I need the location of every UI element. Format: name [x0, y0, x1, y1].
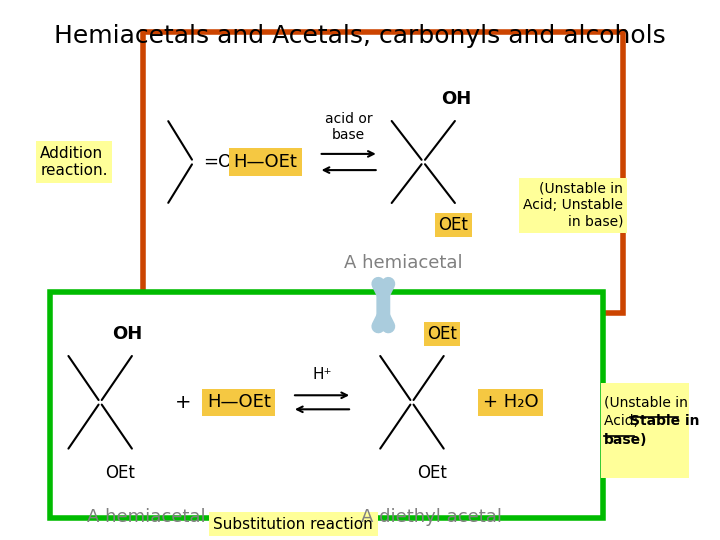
- Bar: [50, 292, 603, 518]
- Text: =O: =O: [204, 153, 233, 171]
- Text: H—OEt: H—OEt: [207, 393, 271, 411]
- Bar: [143, 32, 624, 313]
- Text: OEt: OEt: [427, 325, 457, 343]
- Text: +: +: [175, 393, 192, 412]
- Text: (Unstable in: (Unstable in: [604, 395, 688, 409]
- Text: H—OEt: H—OEt: [233, 153, 297, 171]
- Text: acid or
base: acid or base: [325, 112, 372, 142]
- Text: H⁺: H⁺: [312, 367, 332, 382]
- Text: +: +: [235, 152, 252, 172]
- Text: OEt: OEt: [417, 464, 447, 482]
- Bar: [601, 383, 689, 478]
- Text: Substitution reaction: Substitution reaction: [213, 517, 373, 532]
- Text: + H₂O: + H₂O: [483, 393, 539, 411]
- Text: Addition
reaction.: Addition reaction.: [40, 146, 108, 178]
- Text: OEt: OEt: [105, 464, 135, 482]
- Text: OH: OH: [441, 90, 472, 108]
- Text: A diethyl acetal: A diethyl acetal: [361, 508, 503, 525]
- Text: OEt: OEt: [438, 216, 468, 234]
- Text: Hemiacetals and Acetals, carbonyls and alcohols: Hemiacetals and Acetals, carbonyls and a…: [54, 24, 666, 48]
- Text: Acid;: Acid;: [604, 414, 642, 428]
- Text: A hemiacetal: A hemiacetal: [88, 508, 206, 525]
- Text: (Unstable in
Acid; Unstable
in base): (Unstable in Acid; Unstable in base): [523, 182, 624, 228]
- Text: OH: OH: [112, 325, 142, 343]
- Text: base): base): [604, 433, 647, 447]
- Text: Stable in: Stable in: [631, 414, 700, 428]
- Text: A hemiacetal: A hemiacetal: [344, 254, 463, 272]
